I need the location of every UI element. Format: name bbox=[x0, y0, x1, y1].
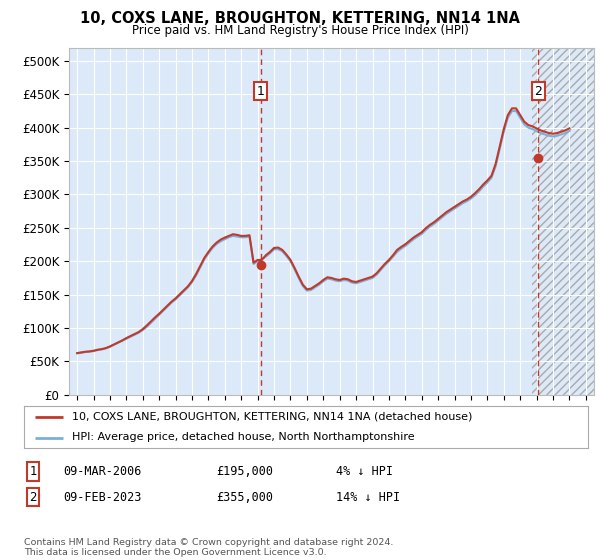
Text: 14% ↓ HPI: 14% ↓ HPI bbox=[336, 491, 400, 504]
Text: 1: 1 bbox=[29, 465, 37, 478]
Text: Price paid vs. HM Land Registry's House Price Index (HPI): Price paid vs. HM Land Registry's House … bbox=[131, 24, 469, 36]
Bar bbox=[532, 48, 594, 395]
Text: 10, COXS LANE, BROUGHTON, KETTERING, NN14 1NA (detached house): 10, COXS LANE, BROUGHTON, KETTERING, NN1… bbox=[72, 412, 472, 422]
Text: £195,000: £195,000 bbox=[216, 465, 273, 478]
Text: 09-FEB-2023: 09-FEB-2023 bbox=[63, 491, 142, 504]
Text: 2: 2 bbox=[535, 85, 542, 97]
Text: HPI: Average price, detached house, North Northamptonshire: HPI: Average price, detached house, Nort… bbox=[72, 432, 415, 442]
Text: £355,000: £355,000 bbox=[216, 491, 273, 504]
Text: 4% ↓ HPI: 4% ↓ HPI bbox=[336, 465, 393, 478]
Text: 10, COXS LANE, BROUGHTON, KETTERING, NN14 1NA: 10, COXS LANE, BROUGHTON, KETTERING, NN1… bbox=[80, 11, 520, 26]
Text: 1: 1 bbox=[257, 85, 265, 97]
Text: 09-MAR-2006: 09-MAR-2006 bbox=[63, 465, 142, 478]
Text: 2: 2 bbox=[29, 491, 37, 504]
Text: Contains HM Land Registry data © Crown copyright and database right 2024.
This d: Contains HM Land Registry data © Crown c… bbox=[24, 538, 394, 557]
